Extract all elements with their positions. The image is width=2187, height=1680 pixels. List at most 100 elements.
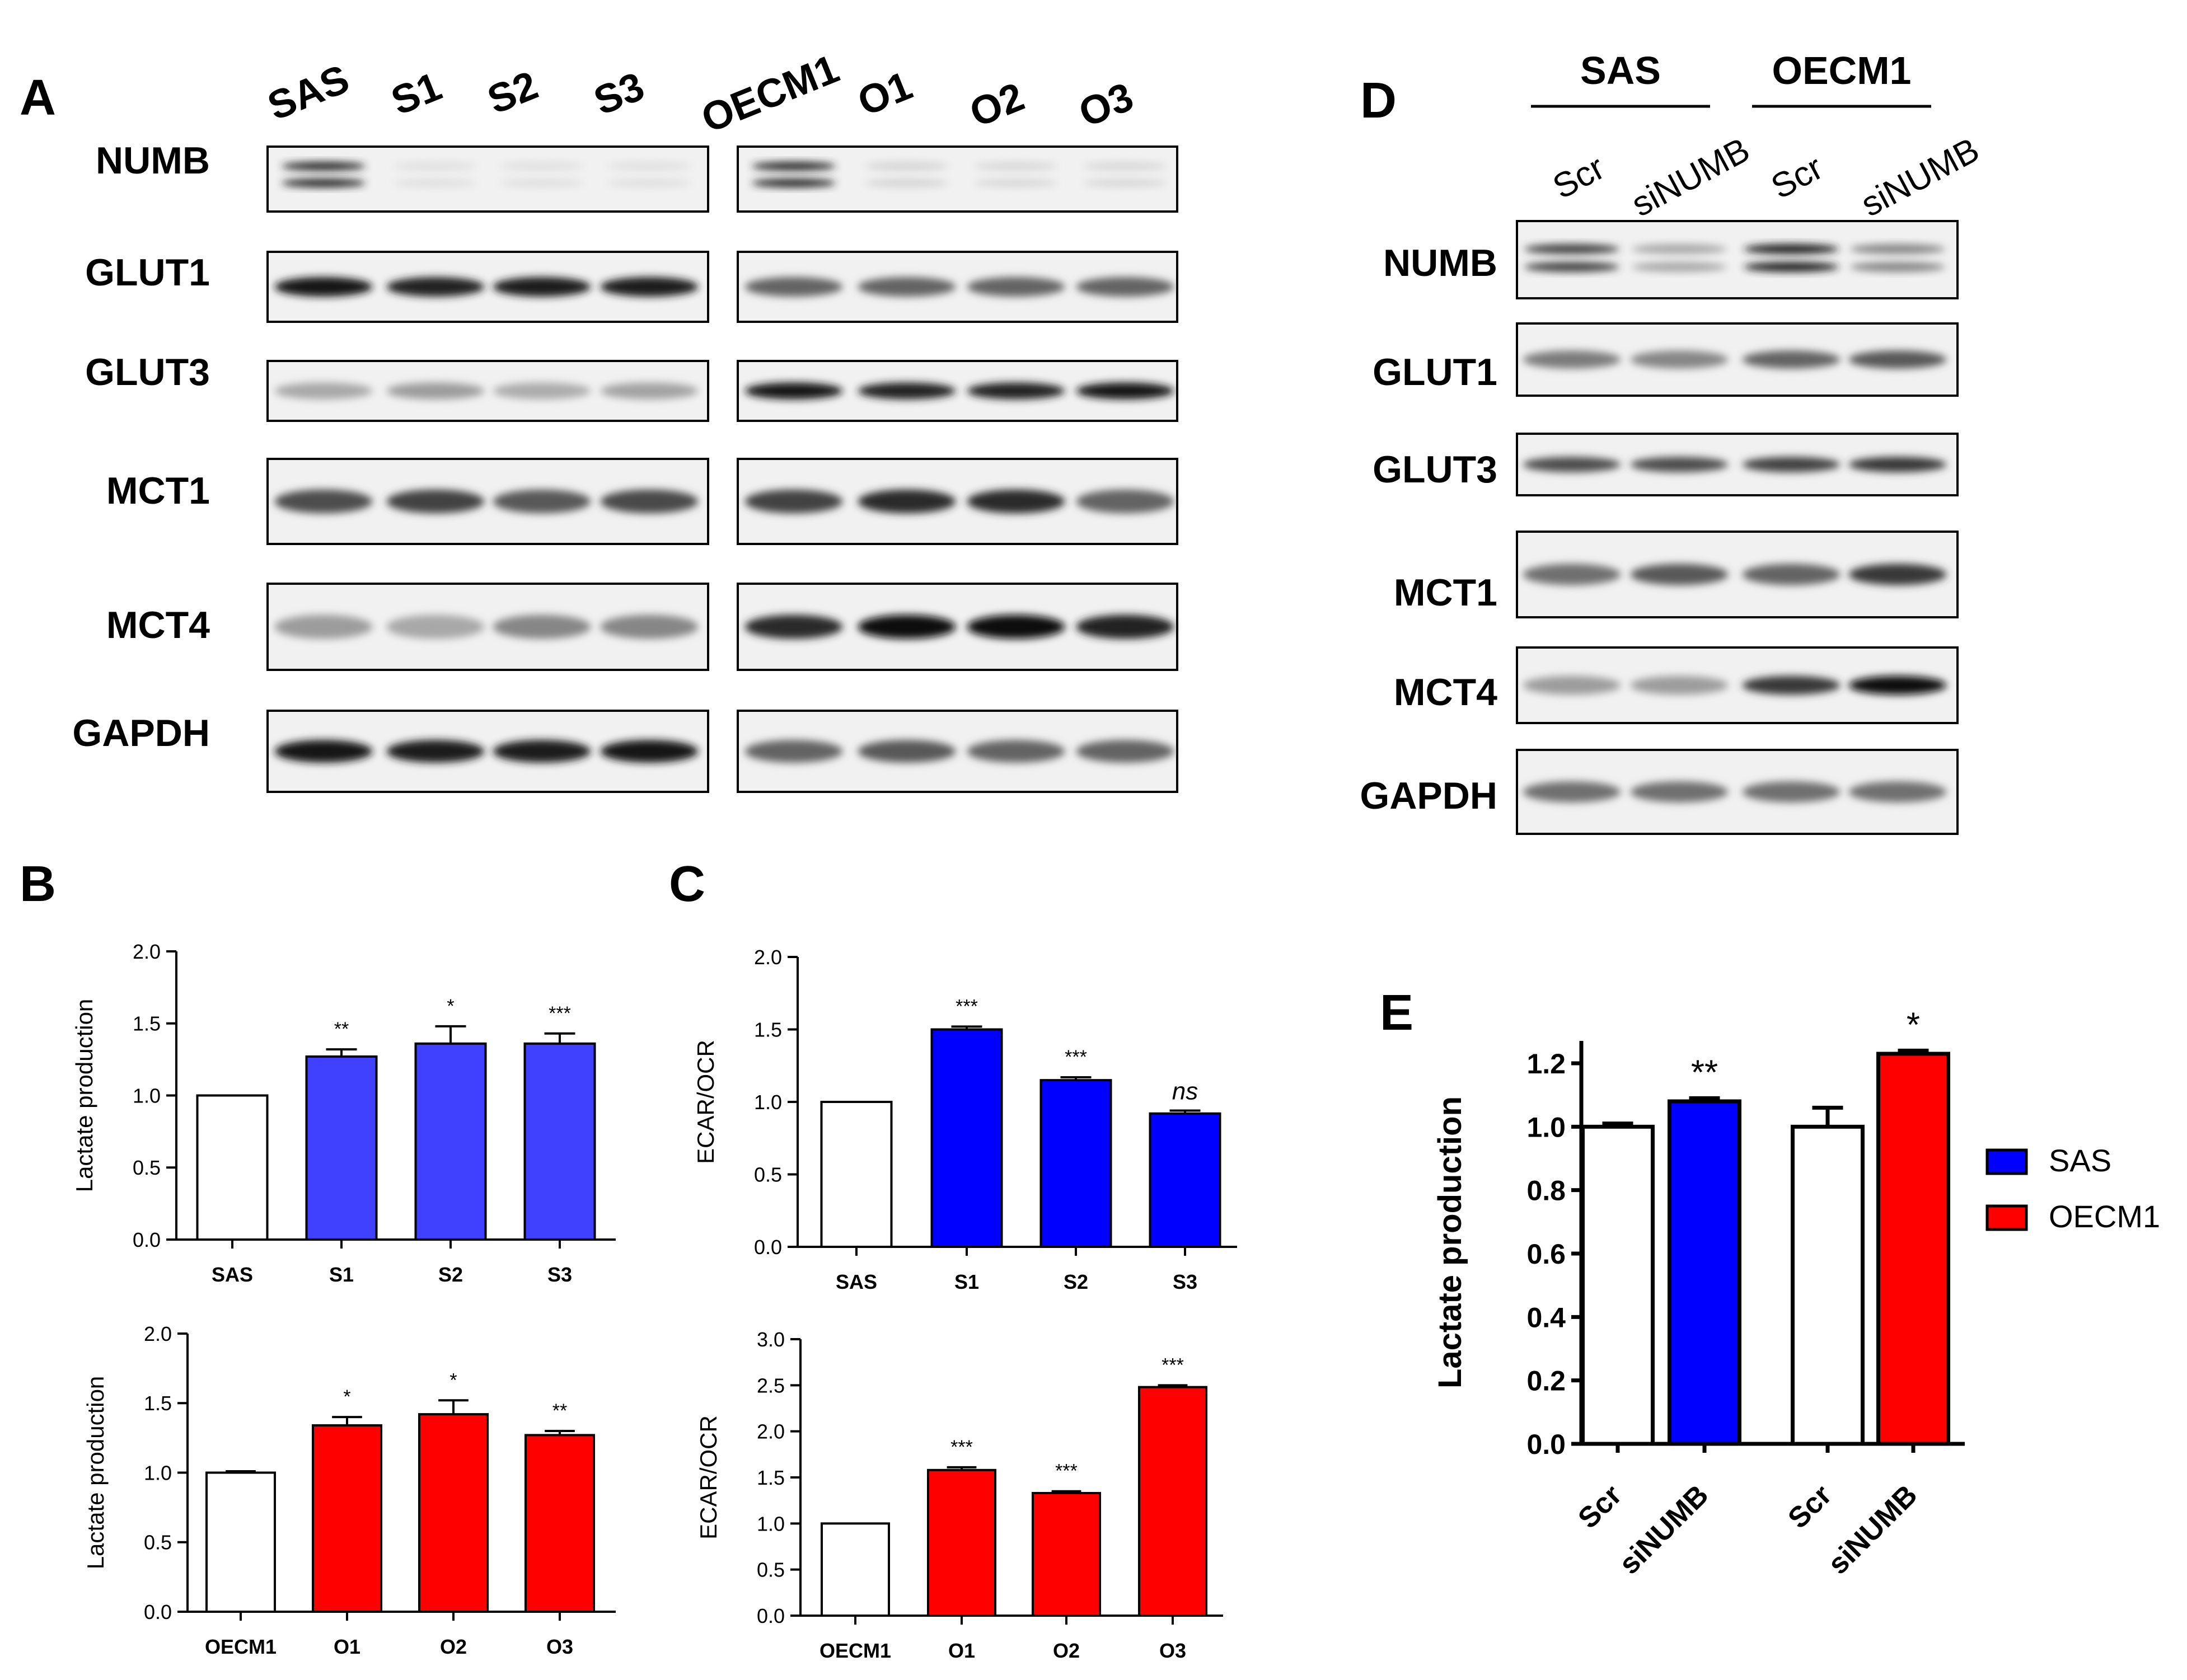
bar-o1 [312, 1424, 382, 1613]
y-tick-label: 0.5 [144, 1531, 172, 1554]
y-tick-label: 1.5 [757, 1466, 785, 1489]
y-tick-label: 0.0 [757, 1604, 785, 1627]
y-axis-label: Lactate production [71, 999, 97, 1193]
y-tick-label: 0.6 [1526, 1238, 1566, 1270]
x-tick-label-sas: SAS [836, 1270, 877, 1293]
panel-letter-e: E [1380, 985, 1413, 1041]
bar-sas [196, 1094, 269, 1241]
blot-row-label: NUMB [1383, 242, 1497, 284]
band-o3 [1076, 489, 1174, 514]
y-tick-label: 0.5 [757, 1559, 785, 1582]
significance-label: *** [1162, 1354, 1184, 1376]
x-tick-label-o3: O3 [1159, 1639, 1186, 1662]
band-lane-4 [1848, 564, 1947, 585]
legend-swatch-sas [1985, 1148, 2028, 1175]
band-lane-1 [1523, 350, 1621, 369]
band-s3 [600, 382, 699, 400]
band-lane-3 [1742, 564, 1841, 585]
y-tick-label: 1.5 [144, 1392, 172, 1415]
legend-swatch-oecm1 [1985, 1204, 2028, 1231]
band-s2-lower [500, 179, 584, 187]
band-sas-upper [282, 162, 366, 171]
band-s3-upper [607, 162, 691, 171]
band-lane-1 [1523, 564, 1621, 585]
chart-b-bottom: 0.0 0.5 1.0 1.5 2.0 Lactate production OECM1 O1… [82, 1322, 616, 1658]
band-s1-lower [394, 179, 477, 187]
bar-sas [820, 1101, 893, 1248]
band-oecm1 [744, 382, 843, 400]
bar-oecm1 [821, 1522, 890, 1617]
significance-label: *** [1055, 1461, 1078, 1482]
significance-label: ns [1172, 1078, 1198, 1105]
band-lane-3-upper [1744, 244, 1839, 254]
band-s1-upper [394, 162, 477, 171]
lane-label-o2: O2 [963, 74, 1030, 136]
bar-s3 [523, 1042, 596, 1241]
band-lane-4-lower [1850, 262, 1945, 272]
lane-label-scr: Scr [1765, 148, 1829, 207]
blot-row-glut1: GLUT1 [85, 251, 1178, 323]
y-tick-label: 2.5 [757, 1374, 785, 1397]
band-o3 [1076, 740, 1174, 763]
x-tick-label-s2: S2 [1064, 1270, 1088, 1293]
band-oecm1-lower [752, 179, 836, 187]
bar-o2 [418, 1413, 489, 1613]
y-tick-label: 0.4 [1526, 1302, 1566, 1333]
blot-row-label: GAPDH [72, 712, 210, 754]
blot-row-label: MCT1 [1394, 571, 1497, 614]
band-s1 [386, 382, 485, 400]
significance-label: *** [549, 1003, 571, 1024]
band-o2 [967, 740, 1065, 763]
band-lane-3 [1742, 457, 1841, 472]
band-lane-1 [1523, 675, 1621, 695]
x-tick-label-s3: S3 [547, 1263, 572, 1286]
panel-letter-c: C [669, 856, 705, 912]
blot-d-row-mct4: MCT4 [1394, 646, 1959, 724]
band-s3-lower [607, 179, 691, 187]
band-o2 [967, 489, 1065, 514]
band-lane-2 [1630, 781, 1729, 803]
y-tick-label: 0.2 [1526, 1365, 1566, 1397]
band-lane-3 [1742, 675, 1841, 695]
band-s1 [386, 740, 485, 763]
band-sas [274, 382, 373, 400]
blot-d-row-glut3: GLUT3 [1373, 433, 1959, 496]
x-tick-label-o3: O3 [546, 1635, 573, 1658]
bar-scr [1581, 1124, 1655, 1446]
blot-row-numb: NUMB [96, 139, 1178, 213]
band-lane-1 [1523, 457, 1621, 472]
lane-label-s1: S1 [385, 64, 448, 124]
significance-label: * [449, 1369, 457, 1391]
y-tick-label: 0.8 [1526, 1175, 1566, 1207]
band-sas [274, 489, 373, 514]
band-s3 [600, 614, 699, 639]
x-tick-label-s3: S3 [1173, 1270, 1197, 1293]
blot-membrane [1516, 220, 1959, 299]
y-tick-label: 2.0 [754, 946, 782, 969]
band-lane-3 [1742, 350, 1841, 369]
band-lane-4 [1848, 675, 1947, 695]
bar-s2 [1039, 1079, 1112, 1249]
band-lane-1 [1523, 781, 1621, 803]
significance-label: ** [334, 1019, 349, 1040]
lane-label-s3: S3 [588, 64, 650, 124]
y-tick-label: 2.0 [757, 1420, 785, 1443]
band-oecm1 [744, 740, 843, 763]
y-tick-label: 0.0 [1526, 1429, 1566, 1460]
blot-d-row-numb: NUMB [1383, 220, 1959, 299]
x-tick-label-o2: O2 [440, 1635, 467, 1658]
bar-s1 [305, 1055, 378, 1241]
band-o2-upper [974, 162, 1058, 171]
y-tick-label: 1.0 [133, 1084, 161, 1107]
bar-scr [1791, 1124, 1865, 1446]
y-tick-label: 0.0 [754, 1236, 782, 1259]
y-tick-label: 2.0 [133, 940, 161, 963]
blot-row-label: GAPDH [1360, 775, 1497, 817]
band-s2 [493, 740, 591, 763]
significance-label: * [447, 996, 454, 1017]
lane-label-sinumb: siNUMB [1626, 130, 1756, 224]
chart-c-top: 0.0 0.5 1.0 1.5 2.0 ECAR/OCR SAS S1 *** S2 *** S3 ns [692, 946, 1237, 1293]
x-tick-label-s1: S1 [954, 1270, 979, 1293]
blot-row-gapdh: GAPDH [72, 710, 1178, 793]
